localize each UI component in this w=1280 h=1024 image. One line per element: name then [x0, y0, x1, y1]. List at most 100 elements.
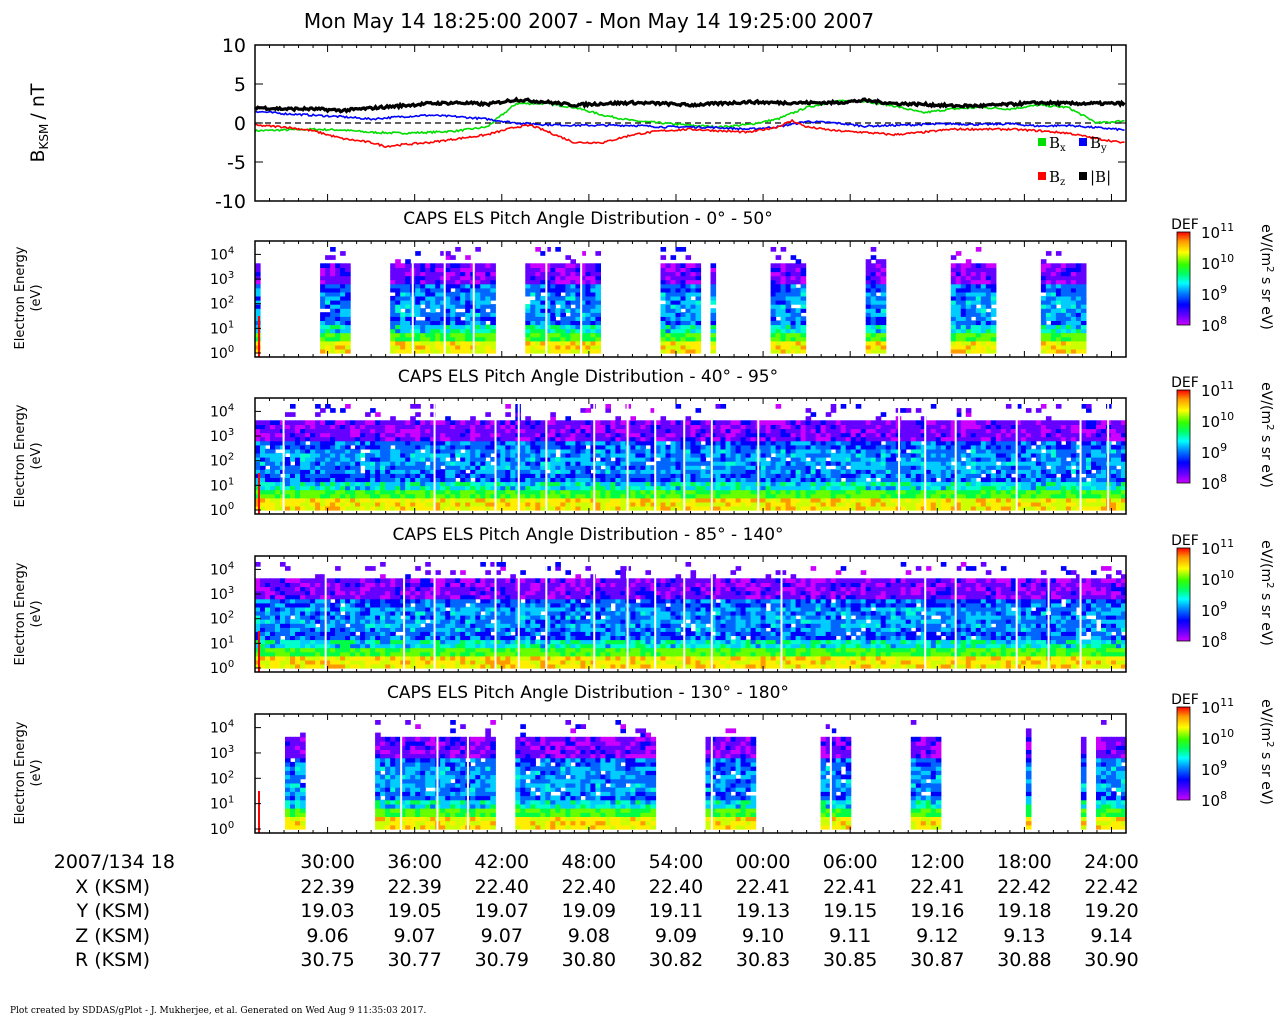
spectrogram-cell	[330, 444, 336, 450]
spectrogram-cell	[310, 436, 316, 442]
spectrogram-cell	[320, 477, 326, 483]
b-ytick-label: 0	[234, 113, 246, 135]
spectrogram-cell	[710, 300, 717, 305]
spectrogram-cell	[825, 497, 832, 503]
spectrogram-cell	[455, 316, 461, 321]
spectrogram-cell	[580, 300, 586, 305]
spectrogram-cell	[675, 489, 682, 495]
spectrogram-cell	[795, 332, 802, 338]
spectrogram-cell	[775, 312, 782, 317]
spectrogram-cell	[600, 461, 606, 466]
spectrogram-cell	[960, 283, 967, 289]
spectrogram-cell	[555, 267, 561, 273]
spectrogram-cell	[695, 328, 702, 334]
spectrogram-cell	[675, 336, 682, 342]
spectrogram-cell	[575, 348, 581, 354]
spectrogram-cell	[860, 473, 867, 478]
spectrogram-cell	[310, 493, 316, 499]
spectrogram-cell	[860, 477, 867, 483]
spectrogram-cell	[790, 300, 797, 305]
spectrogram-cell	[725, 501, 732, 507]
spectrogram-cell	[845, 481, 852, 487]
spectrogram-cell	[785, 287, 792, 293]
spectrogram-cell	[810, 448, 817, 454]
spectrogram-cell	[595, 465, 601, 470]
spectrogram-cell	[915, 501, 922, 507]
spectrogram-cell	[610, 501, 616, 507]
spectrogram-cell	[410, 444, 416, 450]
spectrogram-cell	[665, 312, 672, 317]
spectrogram-cell	[405, 505, 411, 511]
spectrogram-cell	[835, 505, 842, 511]
spectrogram-cell	[475, 465, 481, 470]
spectrogram-cell	[490, 436, 496, 442]
spectrogram-cell	[300, 489, 306, 495]
spectrogram-cell	[905, 424, 912, 430]
spectrogram-cell	[1060, 316, 1067, 321]
spectrogram-cell	[330, 436, 336, 442]
spectrogram-cell	[440, 308, 446, 313]
spectrogram-cell	[690, 336, 697, 342]
spectrogram-cell	[875, 440, 882, 446]
spectrogram-cell	[405, 473, 411, 478]
spectrogram-cell	[305, 465, 311, 470]
spectrogram-cell	[420, 477, 426, 483]
spectrogram-cell	[325, 324, 331, 330]
spectrogram-cell	[780, 493, 787, 499]
spectrogram-cell	[660, 283, 667, 289]
spectrogram-cell	[560, 336, 566, 342]
spectrogram-cell	[605, 465, 611, 470]
spectrogram-cell	[780, 489, 787, 495]
spectrogram-cell	[450, 444, 456, 450]
spectrogram-cell	[520, 473, 526, 478]
spectrogram-cell	[690, 457, 697, 462]
spectrogram-cell	[865, 304, 872, 309]
spectrogram-cell	[405, 271, 411, 277]
spectrogram-cell	[455, 420, 461, 425]
spectrogram-cell	[760, 436, 767, 442]
spectrogram-cell	[345, 436, 351, 442]
spectrogram-cell	[680, 275, 687, 281]
spectrogram-cell	[390, 320, 396, 326]
spectrogram-cell	[910, 473, 917, 478]
spectrogram-cell	[440, 424, 446, 430]
spectrogram-cell	[255, 316, 261, 321]
spectrogram-cell	[580, 324, 586, 330]
spectrogram-cell	[530, 304, 536, 309]
spectrogram-cell	[680, 348, 687, 354]
spectrogram-cell	[350, 497, 356, 503]
spectrogram-cell	[325, 436, 331, 442]
spectrogram-cell	[545, 300, 551, 305]
spectrogram-cell	[775, 320, 782, 326]
spectrogram-cell	[955, 336, 962, 342]
spectrogram-cell	[670, 477, 677, 483]
spectrogram-cell	[725, 493, 732, 499]
spectrogram-cell	[380, 497, 386, 503]
spectrogram-cell	[580, 283, 586, 289]
spectrogram-cell	[435, 424, 441, 430]
spectrogram-cell	[710, 444, 717, 450]
spectrogram-cell	[860, 420, 867, 425]
spectrogram-cell	[440, 267, 446, 273]
spectrogram-cell	[525, 481, 531, 487]
spectrogram-cell	[885, 452, 892, 458]
spectrogram-cell	[500, 497, 506, 503]
spectrogram-cell	[890, 457, 897, 462]
spectrogram-cell	[520, 481, 526, 487]
spectrogram-cell	[745, 436, 752, 442]
spectrogram-cell	[870, 469, 877, 474]
spectrogram-cell	[335, 501, 341, 507]
spectrogram-cell	[1055, 291, 1062, 297]
spectrogram-cell	[665, 493, 672, 499]
spectrogram-cell	[445, 424, 451, 430]
spectrogram-cell	[530, 493, 536, 499]
spectrogram-cell	[890, 428, 897, 434]
spectrogram-cell	[640, 448, 646, 454]
spectrogram-cell	[560, 473, 566, 478]
spectrogram-cell	[500, 436, 506, 442]
spectrogram-cell	[960, 291, 967, 297]
spectrogram-cell	[730, 473, 737, 478]
spectrogram-cell	[445, 469, 451, 474]
spectrogram-cell	[300, 420, 306, 425]
spectrogram-cell	[425, 505, 431, 511]
